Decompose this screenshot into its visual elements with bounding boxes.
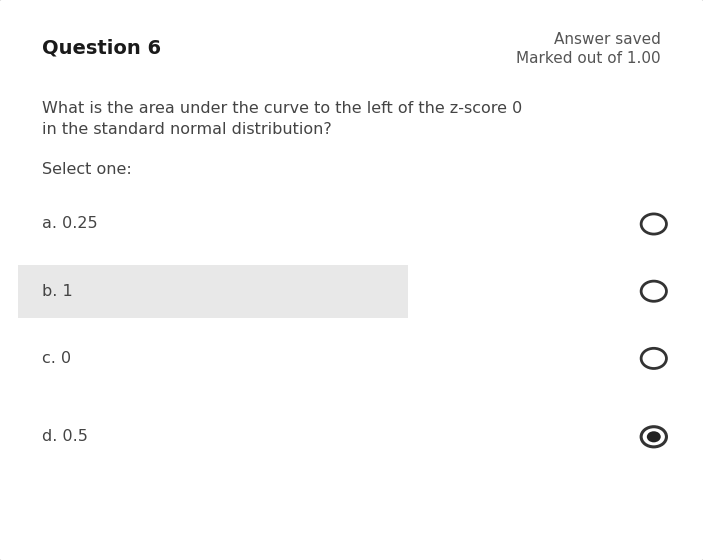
Circle shape [647,431,661,442]
Text: c. 0: c. 0 [42,351,71,366]
Circle shape [641,214,666,234]
Text: a. 0.25: a. 0.25 [42,217,98,231]
Text: Select one:: Select one: [42,162,132,178]
Circle shape [641,348,666,368]
Text: What is the area under the curve to the left of the z-score 0
in the standard no: What is the area under the curve to the … [42,101,522,137]
Circle shape [641,281,666,301]
Text: Answer saved: Answer saved [554,32,661,46]
Text: b. 1: b. 1 [42,284,73,298]
Text: Marked out of 1.00: Marked out of 1.00 [516,52,661,66]
Text: d. 0.5: d. 0.5 [42,430,88,444]
Circle shape [641,427,666,447]
Text: Question 6: Question 6 [42,38,161,57]
FancyBboxPatch shape [18,265,408,318]
